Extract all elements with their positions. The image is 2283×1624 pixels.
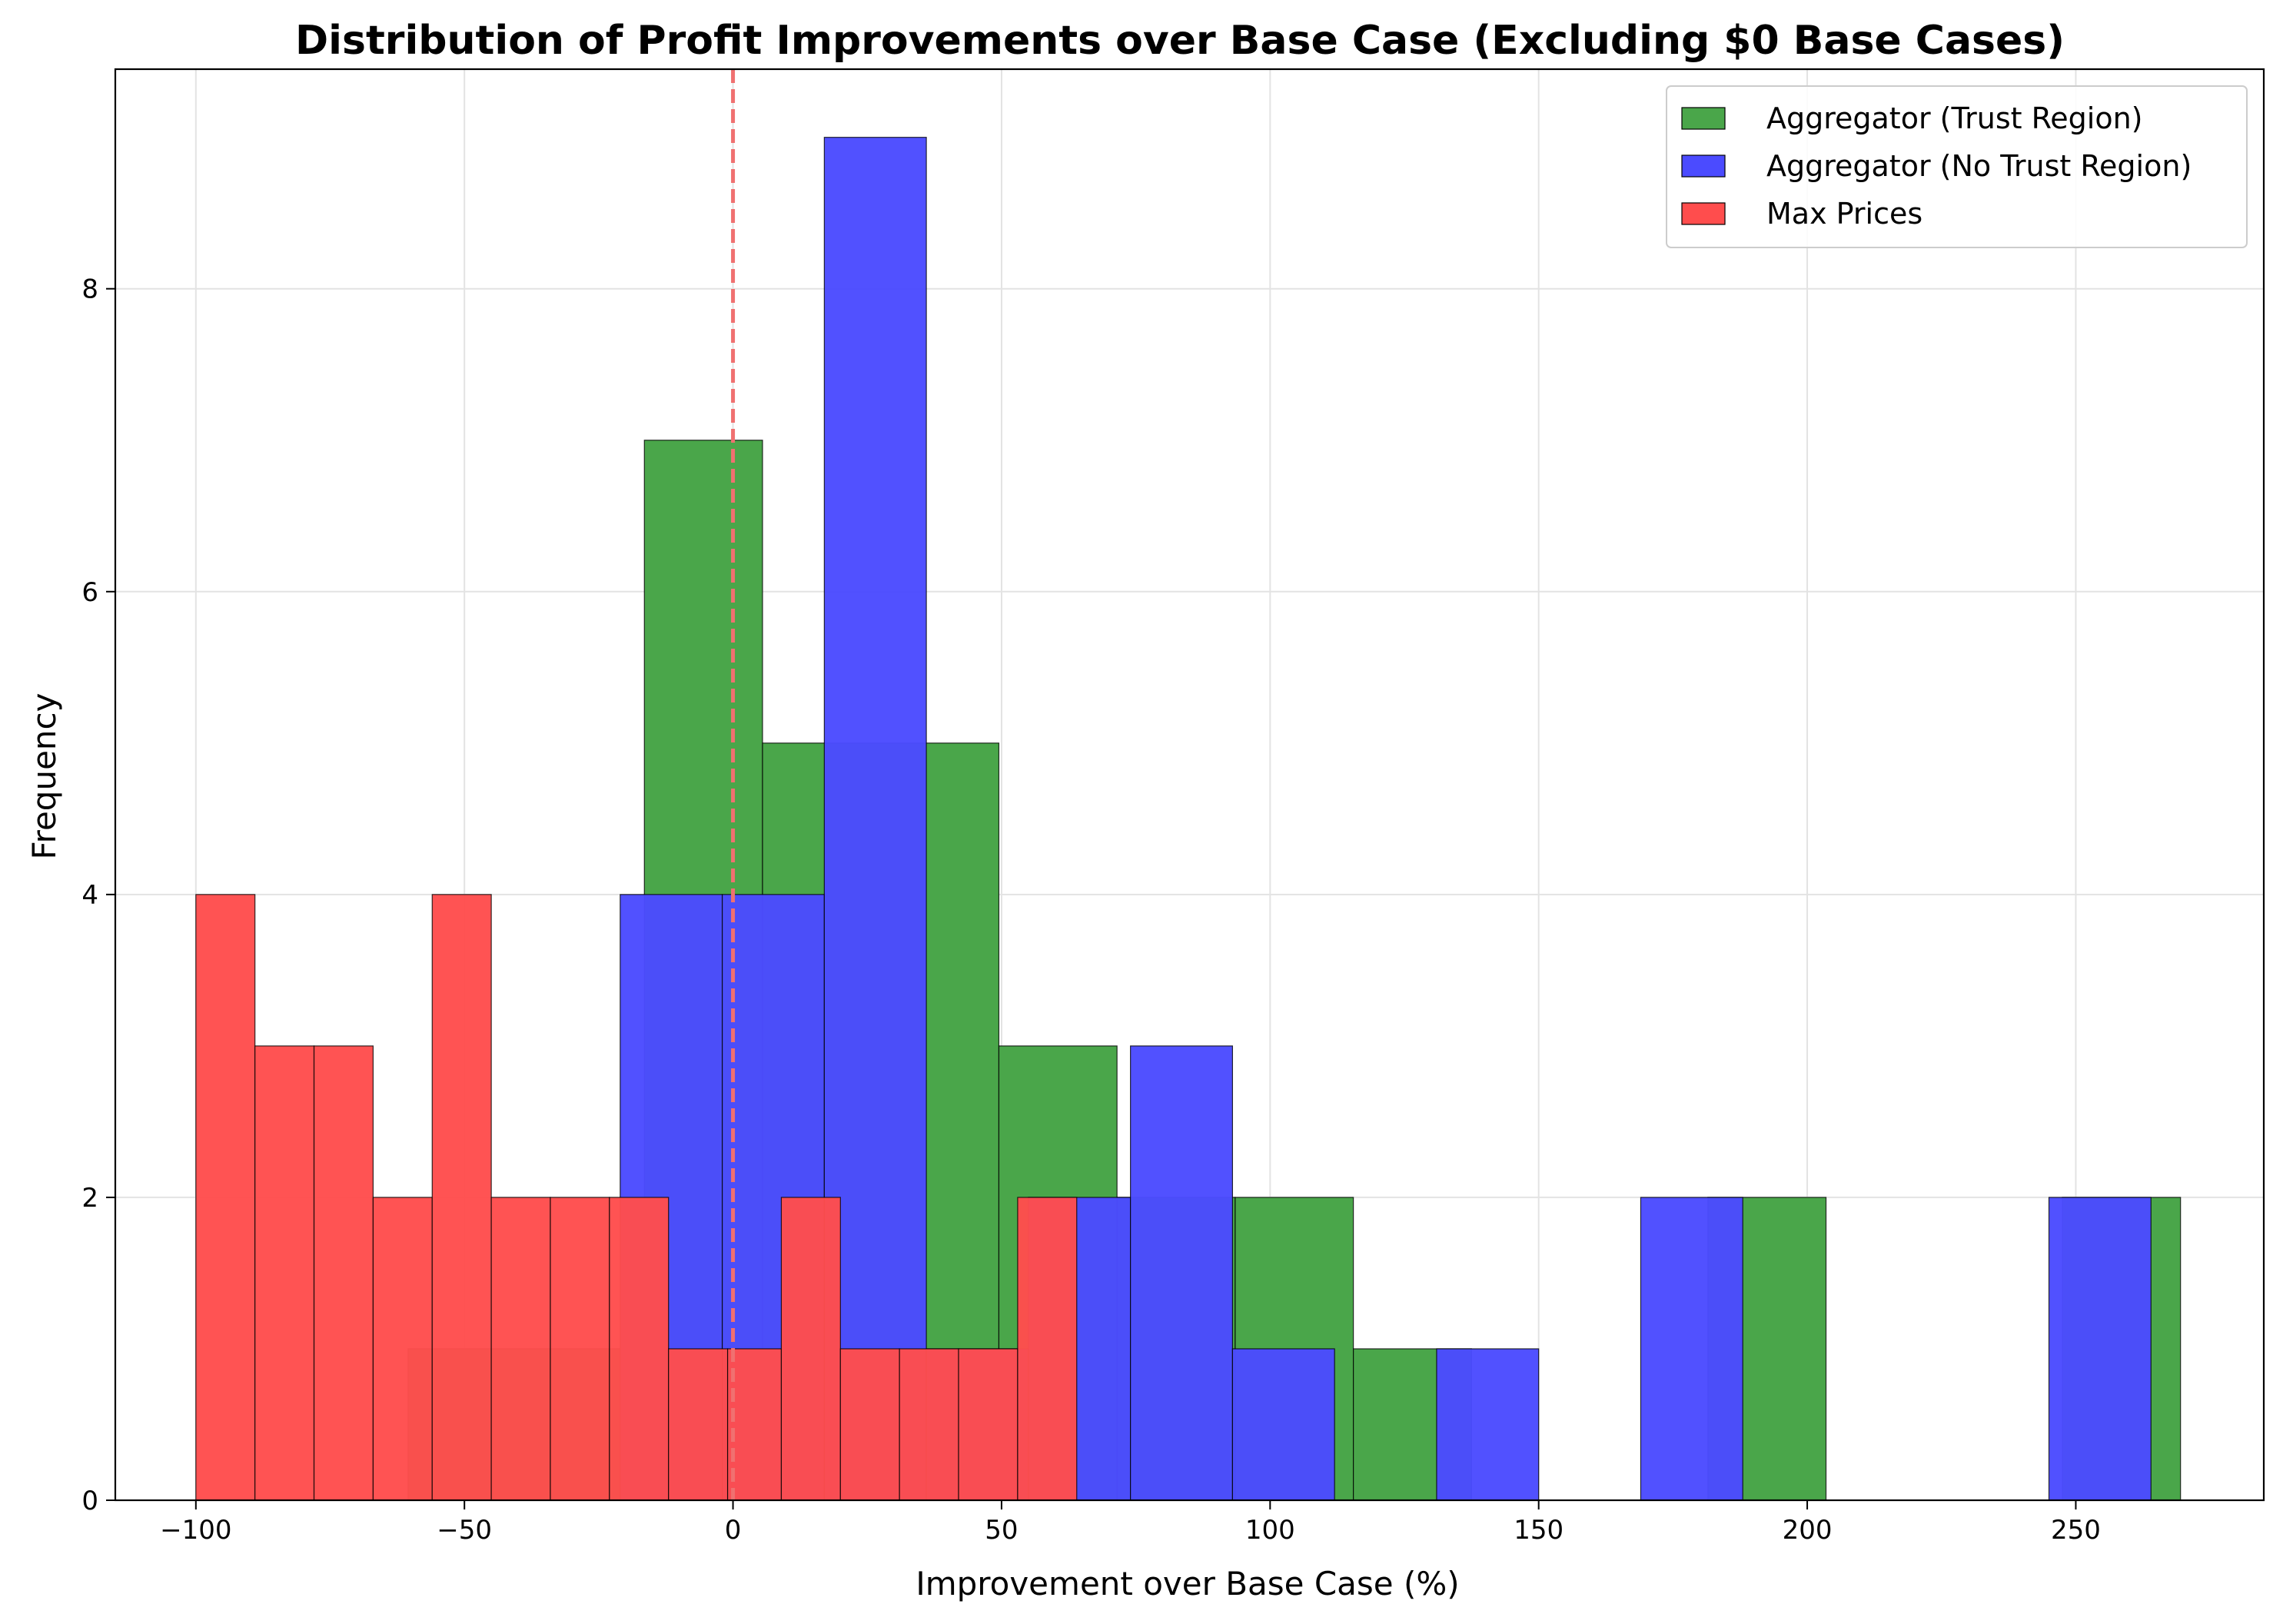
series-1-bar-6 [1231, 1348, 1335, 1501]
series-2-bar-11 [839, 1348, 900, 1501]
y-tick-label-0: 0 [81, 1486, 98, 1516]
legend-swatch-0 [1681, 107, 1726, 130]
legend-label-1: Aggregator (No Trust Region) [1766, 149, 2192, 183]
series-2-bar-1 [254, 1045, 315, 1501]
legend-label-0: Aggregator (Trust Region) [1766, 101, 2143, 135]
series-1-bar-8 [1640, 1197, 1743, 1501]
legend-swatch-2 [1681, 202, 1726, 225]
x-tick-label-1: −50 [437, 1515, 492, 1546]
x-axis-label: Improvement over Base Case (%) [916, 1565, 1459, 1602]
series-1-bar-5 [1130, 1045, 1233, 1501]
x-tick-label-5: 150 [1514, 1515, 1564, 1546]
series-2-bar-6 [550, 1197, 610, 1501]
series-2-bar-2 [313, 1045, 374, 1501]
x-tick-label-6: 200 [1783, 1515, 1833, 1546]
x-tick-label-7: 250 [2051, 1515, 2101, 1546]
series-2-bars [195, 894, 1078, 1501]
x-tick-label-0: −100 [160, 1515, 231, 1546]
y-tick-label-2: 4 [81, 880, 98, 911]
series-2-bar-12 [899, 1348, 959, 1501]
legend-label-2: Max Prices [1766, 197, 1922, 231]
legend-swatch-1 [1681, 154, 1726, 178]
series-2-bar-8 [668, 1348, 729, 1501]
series-1-bar-2 [823, 137, 927, 1501]
x-tick-label-3: 50 [985, 1515, 1018, 1546]
x-tick-label-4: 100 [1245, 1515, 1295, 1546]
legend-box [1666, 85, 2248, 248]
axis-ticks: −100 −50 0 50 100 150 200 250 0 2 4 6 8 [81, 274, 2101, 1546]
series-2-bar-3 [372, 1197, 433, 1501]
y-tick-label-3: 6 [81, 577, 98, 608]
series-1-bar-9 [2048, 1197, 2152, 1501]
series-2-bar-7 [609, 1197, 670, 1501]
series-2-bar-13 [958, 1348, 1019, 1501]
series-2-bar-10 [780, 1197, 841, 1501]
y-axis-label: Frequency [25, 693, 63, 860]
legend: Aggregator (Trust Region) Aggregator (No … [1666, 85, 2248, 248]
plot-frame [114, 68, 2265, 1502]
series-2-bar-0 [195, 894, 256, 1501]
y-tick-label-1: 2 [81, 1183, 98, 1214]
series-2-bar-9 [726, 1348, 783, 1501]
series-1-bar-7 [1436, 1348, 1540, 1501]
series-1-bars [620, 137, 2152, 1501]
series-2-bar-4 [431, 894, 492, 1501]
series-2-bar-5 [490, 1197, 551, 1501]
series-2-bar-14 [1017, 1197, 1078, 1501]
x-tick-label-2: 0 [725, 1515, 742, 1546]
chart-title: Distribution of Profit Improvements over… [295, 18, 2065, 64]
bars [195, 137, 2182, 1501]
y-tick-label-4: 8 [81, 274, 98, 305]
